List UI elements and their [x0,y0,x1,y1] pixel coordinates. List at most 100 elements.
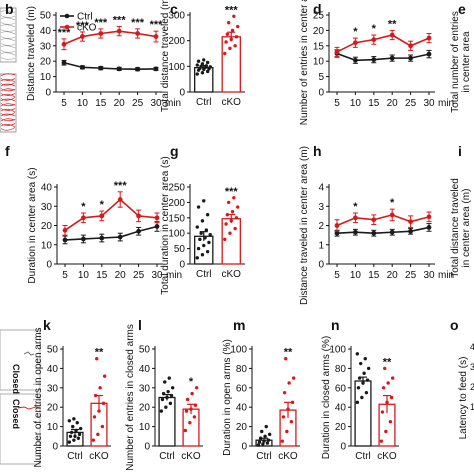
significance-star: *** [225,4,239,16]
data-point-cko [426,35,432,41]
individual-point [236,24,240,29]
y-tick-label: 0 [318,88,324,99]
y-tick-label: 0 [46,260,52,271]
data-point-ctrl [353,57,358,63]
y-tick-label: 50 [174,244,186,255]
y-tick-label: 10 [139,422,151,433]
data-point-ctrl [80,64,85,70]
individual-point [355,400,360,405]
individual-point [166,389,170,394]
individual-point [195,72,199,76]
legend-marker [64,13,70,19]
panel-letter-i: i [458,143,462,159]
individual-point [67,440,72,444]
y-tick-label: 0 [45,88,51,99]
individual-point [223,51,227,56]
individual-point [280,439,285,443]
individual-point [73,434,77,438]
cko-trace [0,127,16,131]
data-point-cko [389,212,395,218]
y-axis-label: Number of entries in closed arms [125,324,136,471]
individual-point [260,429,264,434]
individual-point [168,401,173,406]
individual-point [96,432,100,437]
individual-point [196,246,201,251]
cko-trace [0,118,16,122]
significance-star: *** [114,180,128,192]
data-point-cko [61,41,67,47]
y-tick-label: 20 [40,57,52,68]
data-point-ctrl [426,51,432,57]
individual-point [101,401,106,406]
x-tick-label: Ctrl [159,451,175,462]
x-tick-label: cKO [377,451,397,462]
individual-point [78,426,83,431]
ctrl-trace [0,15,16,18]
individual-point [362,371,366,375]
individual-point [365,378,370,382]
data-point-ctrl [135,66,141,72]
y-tick-label: 50 [47,345,59,356]
bar-cko [221,36,241,93]
individual-point [199,231,203,235]
individual-point [233,226,237,231]
individual-point [202,243,206,248]
individual-point [266,438,271,442]
y-tick-label: 100 [230,345,247,356]
individual-point [207,240,211,245]
x-tick-label: 15 [368,98,380,109]
individual-point [225,213,230,217]
significance-star: ** [95,347,104,359]
individual-point [261,442,265,446]
individual-point [77,432,82,437]
individual-point [257,440,262,444]
data-point-cko [408,43,413,49]
significance-star: *** [58,27,72,39]
y-tick-label: 40 [335,403,347,414]
data-point-ctrl [153,66,159,72]
data-point-ctrl [81,236,86,242]
y-tick-label: 40 [47,364,59,375]
series-line-cko [63,30,157,45]
individual-point [232,14,236,18]
individual-point [388,420,393,424]
individual-point [289,420,294,424]
data-point-cko [353,215,358,221]
y-tick-label: 30 [41,202,53,213]
data-point-ctrl [426,225,432,230]
individual-point [100,424,105,429]
individual-point [359,361,363,366]
y-tick-label: 4 [470,342,474,352]
individual-point [202,58,206,62]
panel-letter-b: b [5,1,14,17]
significance-star: * [353,201,358,213]
y-tick-label: 15 [313,41,325,52]
y-tick-label: 30 [139,383,151,394]
y-axis-label: Duration in open arms (%) [222,339,233,456]
individual-point [204,228,209,232]
y-tick-label: 20 [335,422,347,433]
individual-point [385,400,389,405]
data-point-cko [334,223,340,228]
individual-point [72,417,76,421]
data-point-ctrl [408,55,413,61]
y-tick-label: 40 [139,364,151,375]
x-tick-label: 25 [133,270,145,281]
y-tick-label: 250 [168,183,185,194]
individual-point [228,46,232,51]
data-point-ctrl [371,57,377,63]
cko-trace [0,97,16,101]
significance-star: * [189,376,194,388]
x-axis-unit: min [438,98,454,109]
y-tick-label: 20 [47,403,59,414]
individual-point [390,376,395,380]
y-axis-label: Duration in closed arms (%) [321,336,332,459]
individual-point [384,429,388,434]
y-axis-label: Number of entries in center area [299,0,310,125]
individual-point [233,44,237,48]
panel-letter-d: d [313,1,322,17]
data-point-ctrl [371,230,377,236]
